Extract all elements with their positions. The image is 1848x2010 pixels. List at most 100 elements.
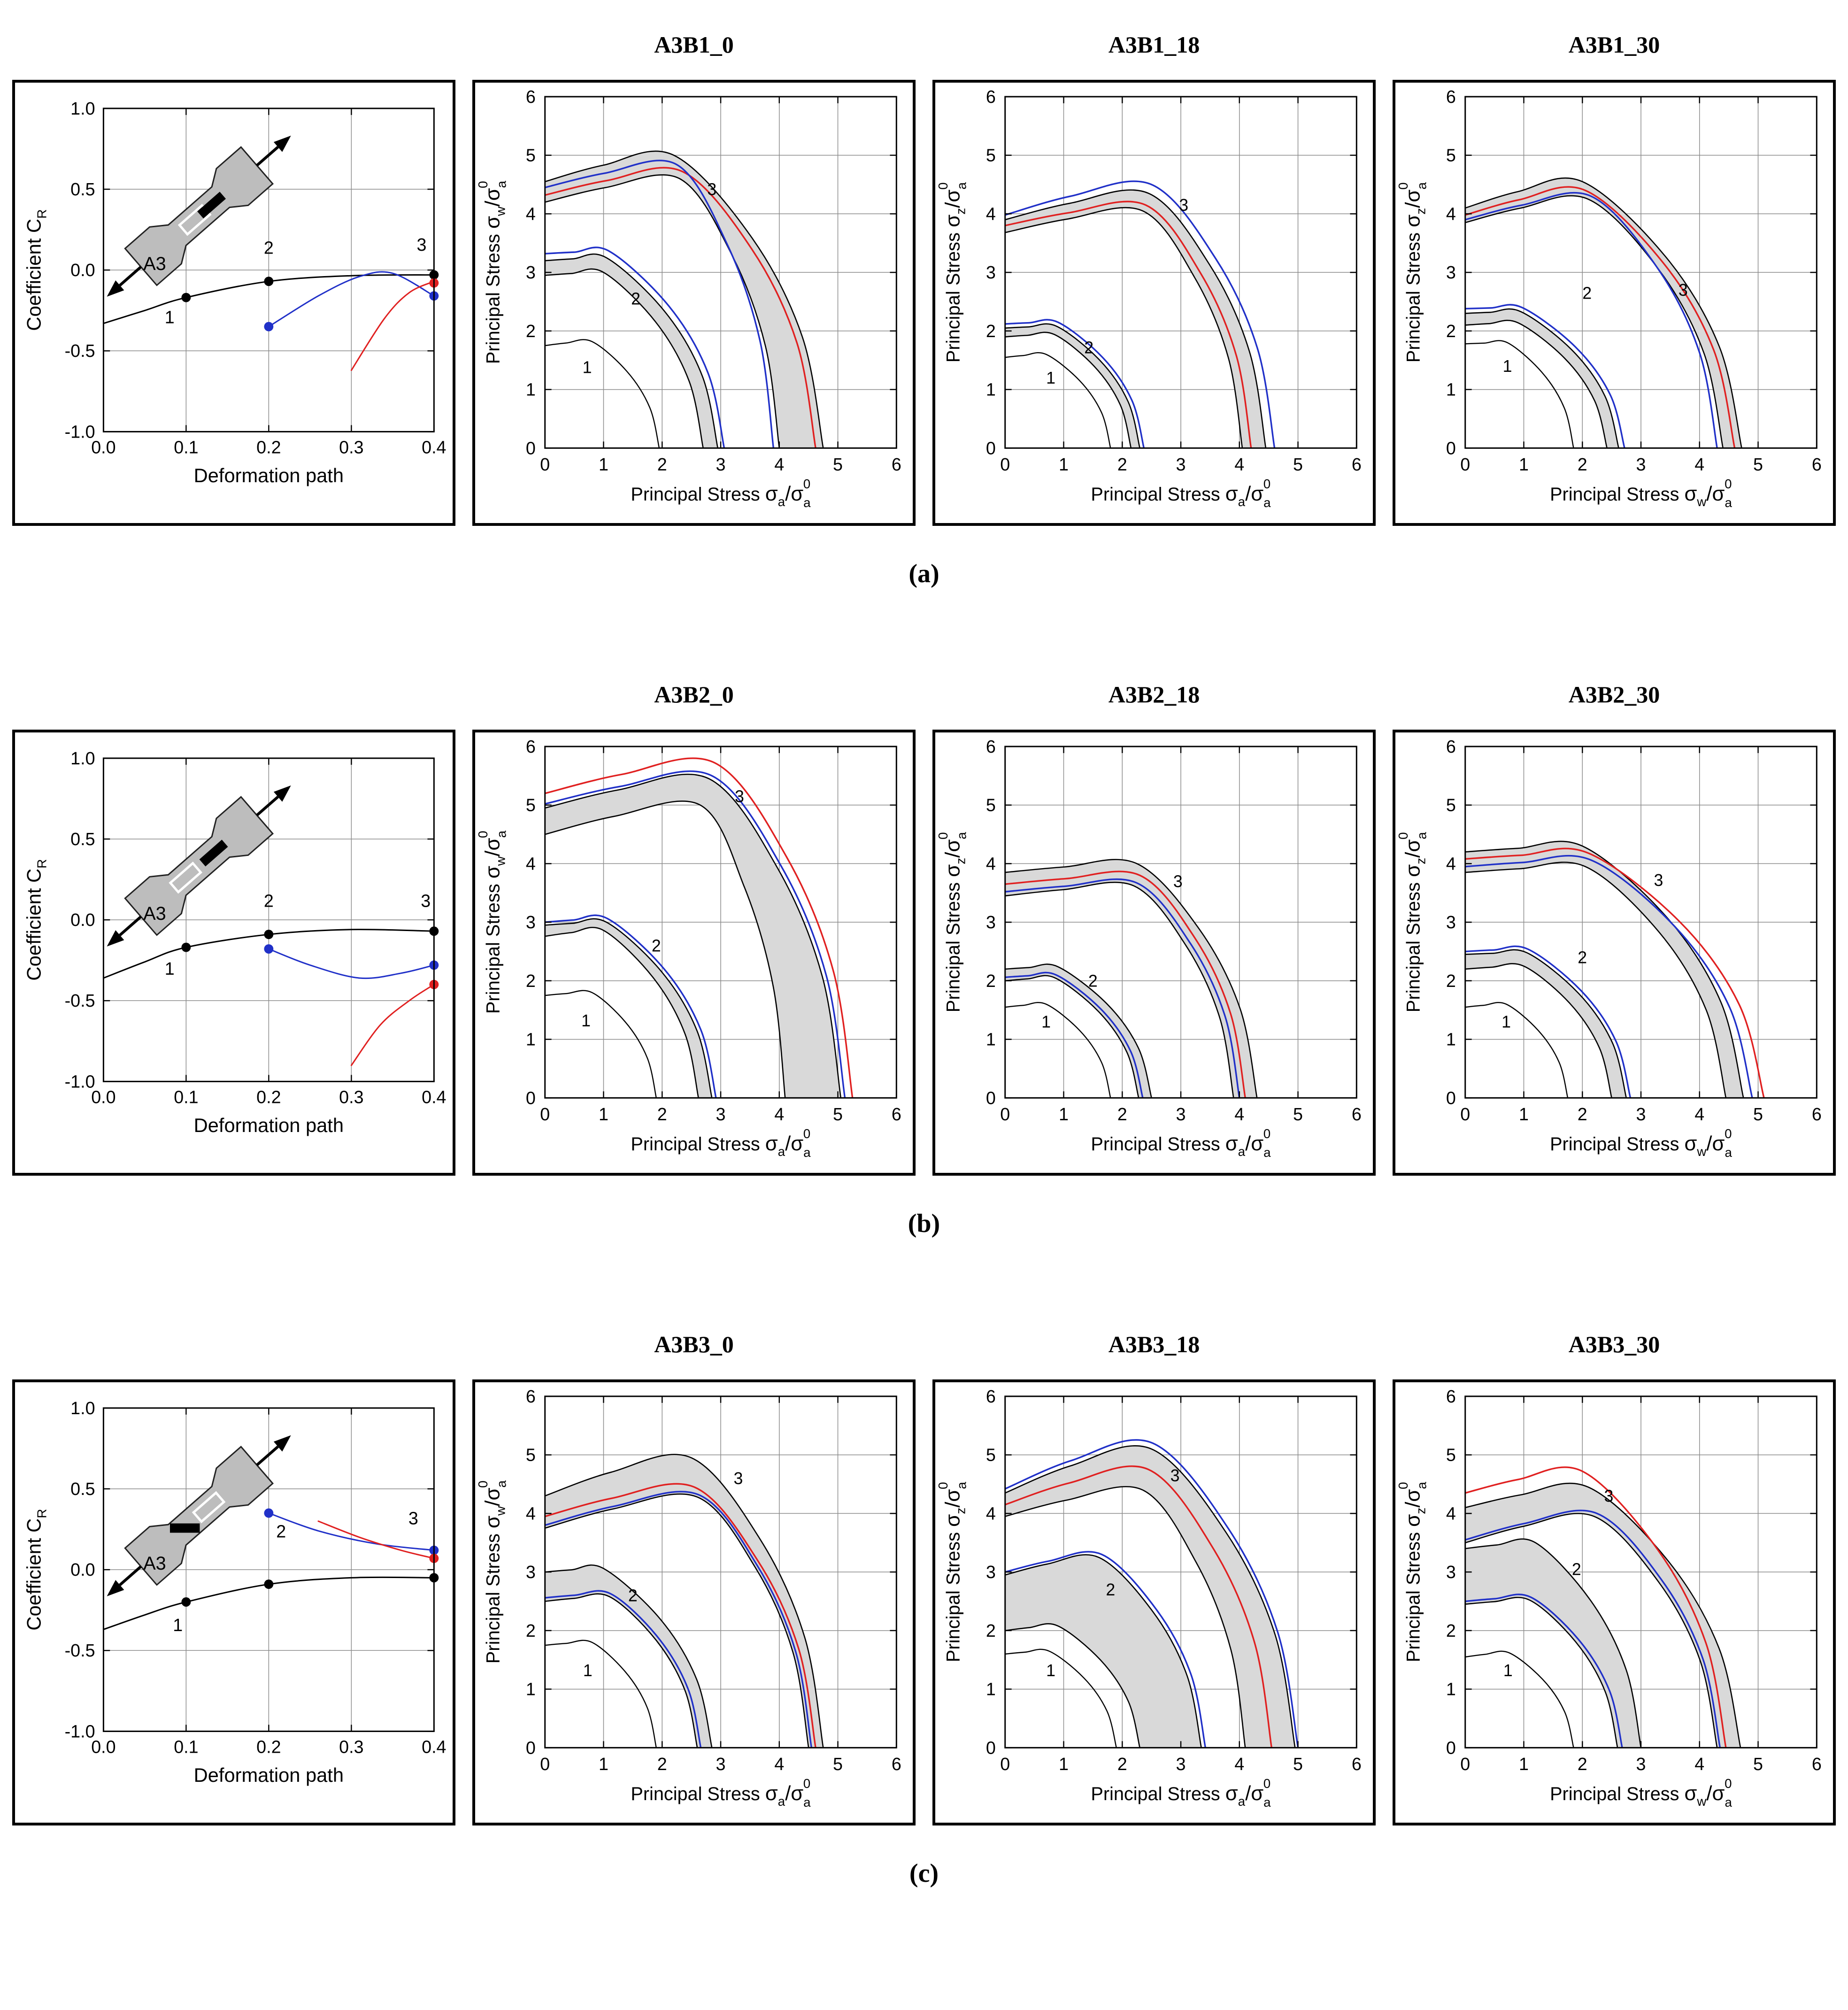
svg-text:5: 5 [1293, 1105, 1303, 1124]
svg-text:6: 6 [986, 737, 996, 757]
yield-chart-a3b3-18: 1 2 3 00 1 1 2 2 3 3 4 4 5 5 6 6 Principal Stress σa/σa0… [936, 1387, 1362, 1810]
svg-text:1: 1 [526, 1679, 536, 1699]
title-spacer [12, 659, 455, 730]
svg-text:2: 2 [652, 936, 661, 955]
svg-text:5: 5 [1753, 455, 1763, 475]
svg-text:2: 2 [276, 1522, 286, 1541]
svg-text:4: 4 [1694, 455, 1704, 475]
deformation-chart-c: A3 1 2 3 0.0 0.1 0.2 0.3 0.4 -1.0 -0.5 0.0 0.5 1.0 Def… [23, 1399, 447, 1786]
svg-text:0: 0 [1446, 1088, 1456, 1108]
svg-text:4: 4 [986, 204, 996, 224]
svg-text:2: 2 [264, 892, 274, 911]
svg-text:5: 5 [986, 1446, 996, 1465]
svg-text:Principal Stress σa/σa0: Principal Stress σa/σa0 [631, 1776, 811, 1810]
svg-text:1: 1 [986, 1030, 996, 1049]
svg-text:6: 6 [1812, 455, 1822, 475]
svg-text:1: 1 [526, 380, 536, 400]
svg-text:1: 1 [526, 1030, 536, 1049]
deformation-panel-a: A3 1 2 3 0.0 0.1 0.2 0.3 0.4 -1.0 -0.5 0.0 0.5 1.0 Def… [12, 80, 455, 526]
svg-text:0.2: 0.2 [256, 438, 281, 457]
svg-text:3: 3 [1636, 1755, 1646, 1774]
svg-text:-1.0: -1.0 [65, 422, 95, 442]
svg-text:3: 3 [1636, 1105, 1646, 1124]
svg-text:3: 3 [716, 455, 726, 475]
svg-text:5: 5 [1293, 1755, 1303, 1774]
svg-text:5: 5 [1446, 796, 1456, 816]
svg-text:2: 2 [264, 239, 274, 258]
svg-text:0.2: 0.2 [256, 1087, 281, 1107]
svg-text:0: 0 [526, 1088, 536, 1108]
svg-text:Deformation path: Deformation path [194, 1764, 344, 1786]
svg-text:Principal Stress σz/σa0: Principal Stress σz/σa0 [1396, 1482, 1429, 1663]
svg-text:2: 2 [1117, 1755, 1127, 1774]
svg-text:2: 2 [631, 290, 640, 308]
svg-text:Principal Stress σa/σa0: Principal Stress σa/σa0 [1091, 477, 1271, 510]
svg-text:2: 2 [986, 1621, 996, 1641]
svg-text:3: 3 [408, 1509, 418, 1529]
svg-text:0: 0 [1460, 1105, 1470, 1124]
figure-row-b: A3B2_0 A3B2_18 A3B2_30 A3 1 2 3 0.0 0.1 0.2 0.3… [12, 659, 1836, 1239]
svg-text:0: 0 [1000, 455, 1010, 475]
svg-text:0.2: 0.2 [256, 1737, 281, 1757]
svg-text:0.1: 0.1 [174, 1737, 198, 1757]
svg-text:3: 3 [986, 1563, 996, 1582]
panel-title-a3b1-0: A3B1_0 [654, 31, 734, 58]
svg-text:6: 6 [892, 1755, 901, 1774]
svg-text:0.4: 0.4 [422, 438, 446, 457]
svg-text:Deformation path: Deformation path [194, 464, 344, 486]
title-strip-c: A3B3_0 A3B3_18 A3B3_30 [12, 1309, 1836, 1379]
svg-text:1: 1 [1446, 1030, 1456, 1049]
svg-text:6: 6 [892, 1105, 901, 1124]
title-spacer [12, 1309, 455, 1379]
svg-text:Coefficient CR: Coefficient CR [23, 859, 49, 981]
svg-text:A3: A3 [143, 903, 166, 924]
svg-text:2: 2 [657, 1755, 667, 1774]
svg-text:0.0: 0.0 [70, 1560, 95, 1580]
svg-text:1.0: 1.0 [70, 99, 95, 119]
row-caption-c: (c) [909, 1859, 939, 1888]
panel-title-a3b1-18: A3B1_18 [1108, 31, 1200, 58]
svg-text:Principal Stress σa/σa0: Principal Stress σa/σa0 [631, 477, 811, 510]
svg-text:Principal Stress σw/σa0: Principal Stress σw/σa0 [476, 830, 509, 1014]
svg-text:0.0: 0.0 [70, 261, 95, 280]
yield-chart-a3b2-0: 1 2 3 00 1 1 2 2 3 3 4 4 5 5 6 6 Principal Stress σa/σa0… [476, 737, 901, 1160]
yield-panel-a3b1-0: 1 2 3 0 0 1 1 2 2 3 3 4 4 5 5 6 6 Principal Stress σa/σa0… [472, 80, 916, 526]
svg-text:3: 3 [1179, 196, 1188, 215]
svg-text:3: 3 [716, 1755, 726, 1774]
panel-title-a3b2-0: A3B2_0 [654, 681, 734, 708]
panel-strip-c: A3 1 2 3 0.0 0.1 0.2 0.3 0.4 -1.0 -0.5 0.0 0.5 1.0 Def… [12, 1379, 1836, 1825]
svg-text:6: 6 [1812, 1105, 1822, 1124]
svg-text:0: 0 [526, 439, 536, 458]
panel-title-a3b3-30: A3B3_30 [1568, 1331, 1660, 1357]
yield-chart-a3b2-18: 1 2 3 00 1 1 2 2 3 3 4 4 5 5 6 6 Principal Stress σa/σa0… [936, 737, 1362, 1160]
title-strip-a: A3B1_0 A3B1_18 A3B1_30 [12, 9, 1836, 80]
svg-text:1: 1 [599, 1755, 608, 1774]
svg-text:-1.0: -1.0 [65, 1722, 95, 1741]
row-caption-b: (b) [908, 1209, 940, 1238]
svg-text:Principal Stress σa/σa0: Principal Stress σa/σa0 [1091, 1126, 1271, 1160]
svg-text:0: 0 [986, 439, 996, 458]
svg-text:1: 1 [1059, 1105, 1069, 1124]
svg-text:1: 1 [1446, 380, 1456, 400]
svg-text:2: 2 [1582, 284, 1592, 302]
svg-text:0.3: 0.3 [339, 438, 363, 457]
svg-text:2: 2 [1088, 971, 1098, 990]
svg-text:3: 3 [986, 263, 996, 283]
svg-text:6: 6 [1446, 1387, 1456, 1407]
deformation-panel-b: A3 1 2 3 0.0 0.1 0.2 0.3 0.4 -1.0 -0.5 0.0 0.5 1.0 Def… [12, 730, 455, 1176]
svg-text:1: 1 [1503, 1661, 1513, 1680]
svg-text:0: 0 [1460, 1755, 1470, 1774]
deformation-chart-a: A3 1 2 3 0.0 0.1 0.2 0.3 0.4 -1.0 -0.5 0.0 0.5 1.0 Def… [23, 99, 447, 486]
panel-title-a3b2-18: A3B2_18 [1108, 681, 1200, 708]
svg-text:1: 1 [165, 308, 175, 328]
svg-text:3: 3 [416, 235, 426, 255]
svg-text:0.0: 0.0 [91, 1087, 116, 1107]
svg-text:-1.0: -1.0 [65, 1072, 95, 1092]
svg-text:2: 2 [1084, 338, 1093, 357]
svg-text:-0.5: -0.5 [65, 341, 95, 361]
title-strip-b: A3B2_0 A3B2_18 A3B2_30 [12, 659, 1836, 730]
svg-text:2: 2 [1578, 1755, 1587, 1774]
svg-text:3: 3 [716, 1105, 726, 1124]
svg-text:1: 1 [1059, 1755, 1069, 1774]
svg-text:0.1: 0.1 [174, 1087, 198, 1107]
